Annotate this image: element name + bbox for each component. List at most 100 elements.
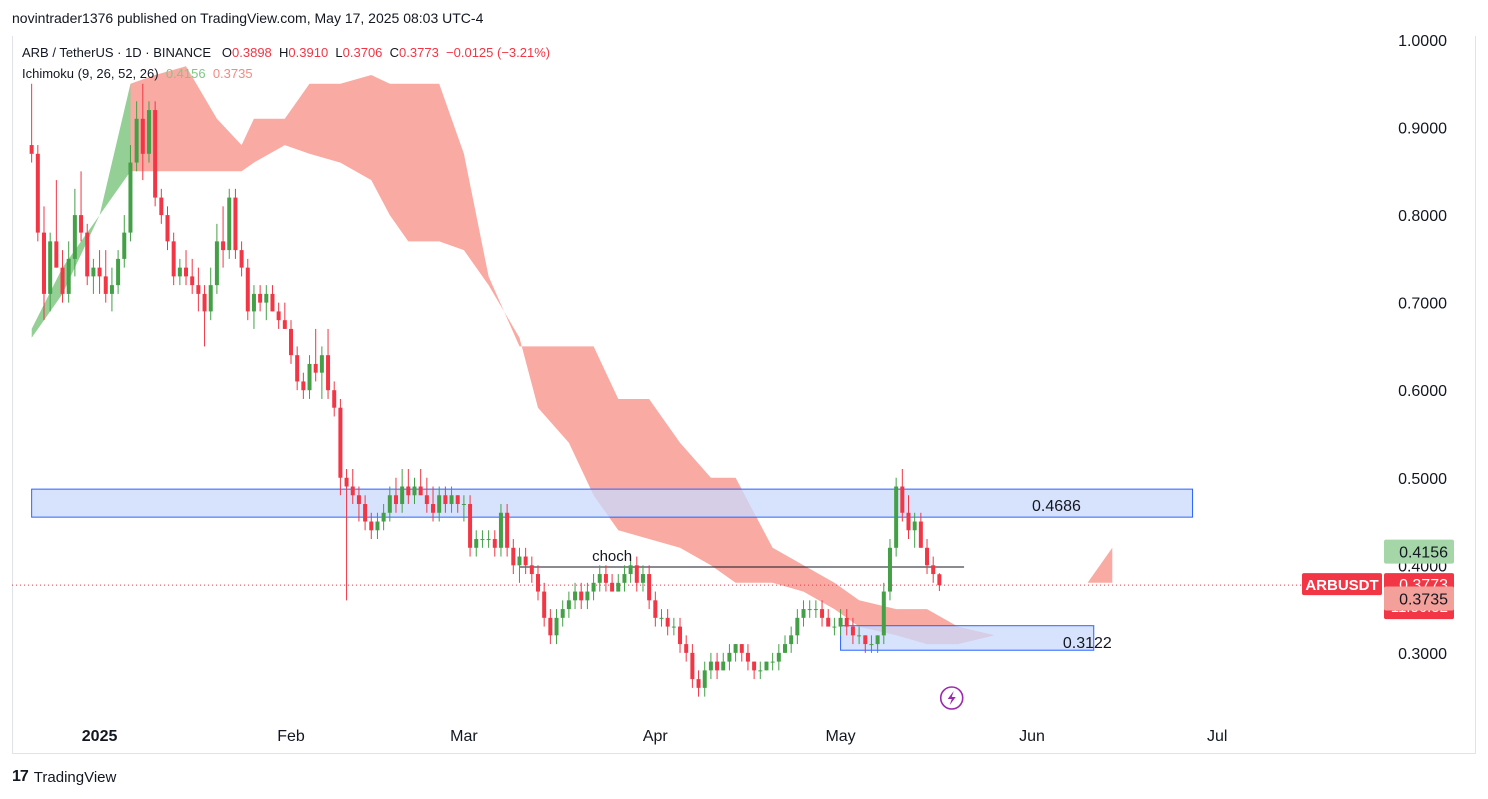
indicator-price-tag[interactable]	[1384, 586, 1454, 611]
candle-body	[449, 495, 454, 505]
candle-body	[776, 652, 781, 662]
candle-body	[758, 670, 763, 672]
candle-body	[437, 495, 442, 513]
candle-body	[109, 285, 114, 294]
candle-body	[863, 635, 868, 645]
candle-body	[789, 635, 794, 645]
candle-body	[295, 355, 300, 382]
candle-body	[196, 285, 201, 294]
candle-body	[887, 547, 892, 592]
candle-body	[783, 644, 787, 653]
candle-body	[536, 574, 540, 592]
candle-body	[684, 644, 689, 653]
candle-body	[492, 539, 497, 548]
candle-body	[116, 258, 121, 286]
candle-body	[418, 486, 423, 496]
candle-body	[202, 293, 207, 312]
y-axis-tick-label: 1.0000	[1398, 33, 1447, 50]
candle-body	[931, 565, 936, 575]
candle-body	[393, 495, 398, 505]
candle-body	[869, 644, 874, 646]
candle-body	[795, 617, 800, 636]
candle-body	[573, 591, 578, 601]
candle-body	[171, 241, 176, 277]
candle-body	[134, 118, 139, 163]
candle-body	[529, 565, 534, 575]
candle-body	[807, 609, 812, 611]
footer-brand[interactable]: TradingView	[33, 768, 117, 786]
candle-body	[900, 486, 905, 513]
candle-body	[912, 521, 917, 531]
ichimoku-cloud-bearish	[130, 66, 520, 347]
indicator-name: Ichimoku (9, 26, 52, 26)	[22, 66, 159, 81]
candle-body	[159, 197, 164, 216]
candle-body	[412, 486, 417, 496]
candle-body	[727, 652, 732, 662]
candle-body	[79, 215, 84, 233]
candle-body	[221, 241, 226, 251]
candle-body	[239, 250, 244, 268]
y-axis-tick-label: 0.8000	[1398, 208, 1447, 225]
symbol-price-tag[interactable]	[1302, 573, 1382, 596]
candle-body	[752, 661, 757, 671]
zone-box-1[interactable]	[31, 488, 1194, 518]
candle-body	[313, 363, 318, 373]
candle-body	[289, 328, 293, 356]
candle-body	[165, 215, 170, 242]
zone-price-label: 0.3122	[1063, 635, 1112, 652]
candle-body	[665, 617, 670, 627]
x-axis-tick-label: Apr	[643, 728, 669, 745]
symbol-legend[interactable]: ARB / TetherUS · 1D · BINANCE O0.3898 H0…	[22, 45, 550, 60]
legend-h-label: H	[279, 45, 289, 60]
y-axis-tick-label: 0.7000	[1398, 296, 1447, 313]
indicator-tag-value: 0.4156	[1399, 545, 1448, 562]
candle-body	[690, 652, 695, 680]
candle-body	[906, 512, 911, 531]
lightning-bolt-glyph	[947, 691, 956, 705]
indicator-value-1: 0.4156	[165, 66, 206, 81]
y-axis-tick-label: 0.6000	[1398, 383, 1447, 400]
candle-body	[319, 355, 324, 373]
choch-label: choch	[592, 548, 632, 565]
candle-body	[653, 600, 658, 618]
candle-body	[97, 267, 102, 277]
candle-body	[640, 574, 645, 583]
candle-body	[517, 556, 522, 566]
candle-body	[153, 110, 158, 198]
candle-body	[208, 285, 213, 312]
candle-body	[832, 626, 837, 628]
x-axis-tick-label: 2025	[82, 728, 118, 745]
candle-body	[696, 679, 701, 688]
indicator-legend[interactable]: Ichimoku (9, 26, 52, 26) 0.4156 0.3735	[22, 66, 253, 81]
legend-open: 0.3898	[232, 45, 272, 60]
candle-body	[424, 495, 429, 505]
legend-symbol: ARB / TetherUS · 1D · BINANCE	[22, 45, 212, 60]
candle-body	[233, 197, 238, 251]
candle-body	[400, 486, 405, 505]
candle-body	[671, 626, 676, 628]
y-axis-tick-label: 0.3000	[1398, 646, 1447, 663]
candle-body	[597, 574, 602, 583]
candle-body	[801, 609, 806, 618]
candle-body	[344, 477, 349, 487]
candle-body	[214, 241, 219, 286]
candle-body	[258, 293, 263, 303]
candle-body	[66, 258, 71, 294]
candle-body	[251, 293, 256, 312]
candle-body	[857, 635, 862, 637]
candle-body	[276, 311, 281, 321]
candle-body	[925, 547, 930, 566]
legend-o-label: O	[221, 45, 233, 60]
candle-body	[733, 644, 738, 653]
candle-body	[579, 591, 584, 601]
candle-body	[721, 661, 726, 671]
candle-body	[647, 574, 652, 601]
candle-body	[350, 486, 355, 496]
ichimoku-cloud-bullish	[31, 83, 131, 338]
candle-body	[702, 670, 707, 688]
candle-body	[461, 504, 466, 506]
chart-frame	[12, 36, 1476, 754]
candle-body	[54, 241, 59, 268]
indicator-price-tag[interactable]	[1384, 539, 1454, 564]
